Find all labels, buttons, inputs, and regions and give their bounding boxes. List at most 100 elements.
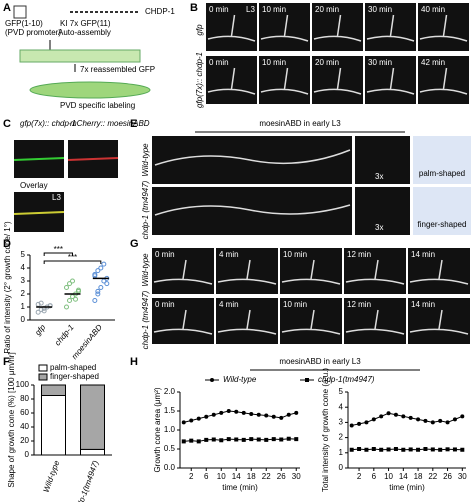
data-point [67,281,72,287]
data-point [38,300,44,306]
marker [264,437,269,442]
y-tick-label: 20 [20,436,29,445]
micrograph [408,248,470,294]
y-tick-label: 5 [339,387,344,396]
time-label: 4 min [219,300,239,309]
series-line [351,412,463,426]
label: Overlay [20,181,48,190]
marker [460,447,465,452]
neurite [419,67,468,95]
x-tick-label: 14 [232,472,241,481]
micrograph [152,248,214,294]
time-label: 20 min [315,5,339,14]
panel-label: C [3,118,11,130]
label: 3x [375,172,383,181]
row-label: chdp-1 (tm4947) [141,290,150,349]
x-tick-label: chdp-1(tm4947) [73,459,101,502]
legend-label: chdp-1(tm4947) [318,375,375,384]
x-tick-label: 6 [204,472,209,481]
bar-segment [80,384,105,450]
time-label: 40 min [421,5,445,14]
x-axis-label: time (min) [222,483,258,492]
time-label: 0 min [209,5,229,14]
panel-label: A [3,2,11,14]
x-tick-label: 26 [277,472,286,481]
data-point [95,291,101,297]
data-point [101,261,107,267]
marker [271,437,276,442]
micrograph [418,3,469,51]
marker [408,447,413,452]
micrograph [259,3,310,51]
icon [29,81,151,99]
marker [279,437,284,442]
panel-label: G [130,238,139,250]
panel-label: H [130,356,138,368]
x-tick-label: 6 [372,472,377,481]
marker [279,415,284,420]
y-tick-label: 4 [339,402,344,411]
series-line [183,410,297,423]
marker [226,437,231,442]
neurite [281,259,341,285]
label: GFP(1-10) [5,19,43,28]
time-label: 42 min [421,58,445,67]
neurite [154,149,351,166]
panel-label: E [130,118,137,130]
y-tick-label: 60 [20,408,29,417]
data-point [92,298,98,303]
time-label: 0 min [155,250,175,259]
marker [189,438,194,443]
data-point [73,296,78,302]
marker [452,417,457,422]
x-axis-label: time (min) [389,483,425,492]
time-label: 0 min [155,300,175,309]
marker [226,409,231,413]
y-tick-label: 0 [21,315,26,324]
row-label: gfp(7x):: chdp-1 [195,52,204,108]
marker [364,447,369,452]
series-line [183,438,297,442]
micrograph [206,56,257,104]
title: moesinABD in early L3 [259,119,341,128]
time-label: 10 min [262,58,286,67]
series-line [351,448,463,451]
marker [416,417,421,422]
neurite [13,211,65,215]
legend-swatch [38,373,48,381]
neurite [366,14,415,42]
neurite [153,309,213,335]
time-label: 14 min [411,250,435,259]
legend-marker [305,378,309,382]
neurite [207,14,256,42]
y-tick-label: 0.5 [164,444,176,453]
micrograph [280,248,342,294]
y-axis-label: Growth cone area (μm²) [153,387,162,472]
significance-label: *** [68,253,77,262]
y-tick-label: 5 [21,250,26,259]
marker [401,447,406,452]
micrograph [152,298,214,344]
label: 3x [375,223,383,232]
x-tick-label: chdp-1 [53,323,76,348]
micrograph [216,298,278,344]
panel-label: F [3,356,10,368]
y-tick-label: 4 [21,263,26,272]
schematic [413,187,471,235]
marker [386,411,391,416]
marker [408,415,413,420]
neurite [281,309,341,335]
data-point [64,304,69,310]
marker [416,447,421,452]
x-tick-label: Wild-type [42,459,62,494]
micrograph [216,248,278,294]
marker [234,437,239,442]
data-point [64,285,69,290]
marker [249,412,254,417]
marker [357,447,362,451]
x-tick-label: 22 [262,472,271,481]
marker [181,439,186,444]
y-tick-label: 1.5 [164,406,176,415]
y-tick-label: 2.0 [164,387,176,396]
